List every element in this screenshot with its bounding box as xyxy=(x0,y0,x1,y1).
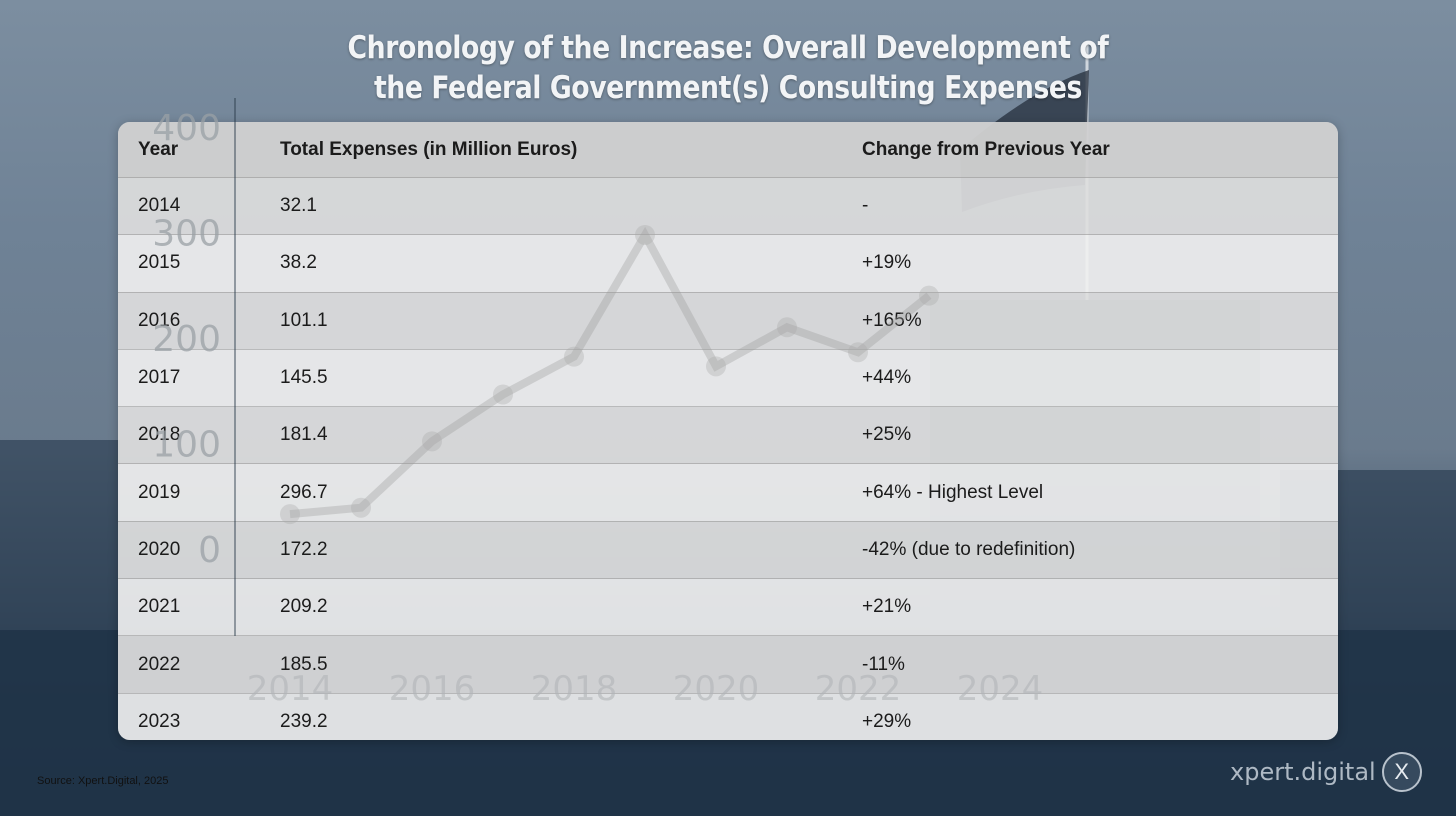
brand-logo[interactable]: xpert.digital X xyxy=(1230,752,1422,792)
cell-change: - xyxy=(842,176,1338,235)
cell-change: +29% xyxy=(842,692,1338,740)
title-line-2: the Federal Government(s) Consulting Exp… xyxy=(373,70,1082,106)
chart-title: Chronology of the Increase: Overall Deve… xyxy=(102,28,1354,108)
table-row: 2021 209.2 +21% xyxy=(118,578,1338,636)
table-row: 2015 38.2 +19% xyxy=(118,234,1338,293)
table-header-row: Year Total Expenses (in Million Euros) C… xyxy=(118,122,1338,178)
cell-year: 2017 xyxy=(118,348,260,407)
cell-expenses: 239.2 xyxy=(260,692,842,740)
cell-change: +25% xyxy=(842,406,1338,464)
cell-expenses: 172.2 xyxy=(260,520,842,579)
cell-expenses: 38.2 xyxy=(260,234,842,293)
table-row: 2018 181.4 +25% xyxy=(118,406,1338,464)
cell-expenses: 32.1 xyxy=(260,176,842,235)
cell-change: +165% xyxy=(842,291,1338,350)
table-row: 2023 239.2 +29% xyxy=(118,692,1338,740)
cell-year: 2020 xyxy=(118,520,260,579)
cell-expenses: 145.5 xyxy=(260,348,842,407)
table-row: 2019 296.7 +64% - Highest Level xyxy=(118,463,1338,522)
x-logo-icon: X xyxy=(1381,752,1422,792)
cell-expenses: 209.2 xyxy=(260,578,842,636)
cell-year: 2018 xyxy=(118,406,260,464)
brand-name: xpert.digital xyxy=(1230,758,1376,786)
table-row: 2017 145.5 +44% xyxy=(118,348,1338,407)
cell-change: +19% xyxy=(842,234,1338,293)
source-note: Source: Xpert.Digital, 2025 xyxy=(37,775,169,787)
cell-change: +64% - Highest Level xyxy=(842,463,1338,522)
cell-change: +44% xyxy=(842,348,1338,407)
cell-expenses: 181.4 xyxy=(260,406,842,464)
header-change: Change from Previous Year xyxy=(842,122,1338,178)
cell-year: 2014 xyxy=(118,176,260,235)
table-row: 2020 172.2 -42% (due to redefinition) xyxy=(118,520,1338,579)
expenses-table-panel: Year Total Expenses (in Million Euros) C… xyxy=(118,122,1338,740)
expenses-table: Year Total Expenses (in Million Euros) C… xyxy=(118,122,1338,740)
cell-year: 2016 xyxy=(118,291,260,350)
cell-change: +21% xyxy=(842,578,1338,636)
table-row: 2016 101.1 +165% xyxy=(118,291,1338,350)
header-total-expenses: Total Expenses (in Million Euros) xyxy=(260,122,842,178)
cell-year: 2021 xyxy=(118,578,260,636)
cell-year: 2022 xyxy=(118,635,260,694)
cell-change: -11% xyxy=(842,635,1338,694)
cell-expenses: 185.5 xyxy=(260,635,842,694)
cell-year: 2023 xyxy=(118,692,260,740)
header-year: Year xyxy=(118,122,260,178)
title-line-1: Chronology of the Increase: Overall Deve… xyxy=(347,30,1109,66)
cell-year: 2015 xyxy=(118,234,260,293)
cell-change: -42% (due to redefinition) xyxy=(842,520,1338,579)
cell-expenses: 296.7 xyxy=(260,463,842,522)
table-row: 2022 185.5 -11% xyxy=(118,635,1338,694)
cell-expenses: 101.1 xyxy=(260,291,842,350)
cell-year: 2019 xyxy=(118,463,260,522)
table-row: 2014 32.1 - xyxy=(118,176,1338,235)
